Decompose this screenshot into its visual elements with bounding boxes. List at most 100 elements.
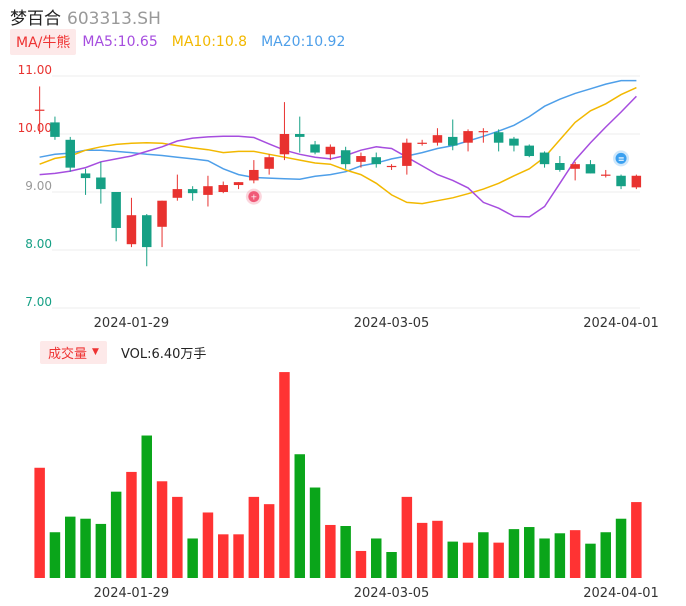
volume-bar [126,471,137,578]
candle [157,200,167,248]
volume-legend: 成交量 ▼ VOL:6.40万手 [40,340,207,364]
candle-body [34,109,45,111]
candle-body [386,165,397,168]
candle-body [570,164,580,169]
stock-code: 603313.SH [67,9,161,29]
volume-bar [585,543,596,578]
volume-x-tick-label: 2024-03-05 [354,586,430,601]
candle-body [172,189,183,198]
x-tick-label: 2024-03-05 [354,316,430,331]
candle [539,151,550,168]
volume-bar [371,538,382,578]
ma-indicator-selector[interactable]: MA/牛熊 [10,29,77,55]
volume-bar [539,538,550,578]
candle [310,140,320,155]
candle [172,174,183,201]
candle [524,144,534,158]
volume-indicator-selector[interactable]: 成交量 ▼ [40,340,107,364]
candle-body [524,145,534,157]
candle-body [157,200,167,227]
volume-bar [600,532,611,578]
candle-body [493,132,504,143]
candle-body [631,175,642,188]
volume-x-tick-label: 2024-01-29 [94,586,170,601]
y-tick-label: 7.00 [25,295,52,309]
candle [325,144,336,161]
candle [555,156,565,172]
candle [417,139,427,146]
volume-bar [141,435,152,578]
ma10-line [39,86,637,205]
volume-bar [447,541,458,578]
candle [218,181,228,194]
volume-bar [325,524,336,578]
volume-bar [462,542,474,578]
volume-bar [156,481,168,578]
volume-bar [524,527,535,578]
volume-bar [263,504,275,578]
volume-bar [172,496,183,578]
candle-body [80,173,91,179]
volume-bar [386,552,397,578]
candle [371,152,381,168]
volume-bar [309,487,321,578]
volume-bar [631,502,642,578]
candle [264,154,274,175]
volume-indicator-label: 成交量 [48,346,88,362]
candle-body [356,156,366,162]
volume-bar [248,496,260,578]
candle-body [325,146,336,155]
buy-marker-icon: + [245,188,262,205]
candle-body [96,177,106,190]
candle [402,138,412,175]
candle-body [233,182,244,186]
candle [295,116,305,153]
candle [111,192,121,242]
candle-body [187,189,198,194]
candle [34,86,45,134]
candle-body [249,169,259,181]
svg-text:≡: ≡ [618,154,625,163]
candle-body [126,215,137,245]
volume-bar [279,372,290,578]
volume-bar [80,518,91,578]
candle-body [218,185,228,192]
volume-bar [218,534,229,578]
candle [142,214,152,267]
volume-bar [202,512,214,578]
volume-value: VOL:6.40万手 [120,346,207,362]
volume-bar [416,522,428,578]
sell-marker-icon: ≡ [613,150,630,167]
candle-body [478,131,489,133]
candle [203,175,213,207]
candle-body [203,186,213,195]
x-tick-label: 2024-04-01 [583,316,659,331]
volume-bar [95,523,107,578]
ma20-value: MA20:10.92 [261,34,346,50]
candle-body [601,174,611,176]
candle-body [402,142,412,166]
candle [509,136,519,152]
volume-x-tick-label: 2024-04-01 [583,586,659,601]
volume-bar [187,538,198,578]
candle [432,128,443,146]
candle-body [448,136,458,146]
y-tick-label: 9.00 [25,179,52,193]
candle [616,174,626,190]
candle [65,136,75,172]
svg-text:+: + [250,193,257,202]
candle [570,161,580,181]
candle-body [310,144,320,153]
candle [80,168,91,195]
candle-body [555,163,565,170]
volume-bar [294,454,305,578]
candle [356,152,366,168]
volume-bar [110,491,122,578]
candle-body [295,134,305,137]
candle [631,174,642,190]
candle-body [142,215,152,248]
volume-bar [65,516,76,578]
ma5-line [39,95,637,218]
volume-bar [554,533,566,578]
candlestick-chart: 11.00 10.00 9.00 8.00 7.00 + ≡ 2024-01-29 2024-0… [18,63,659,331]
